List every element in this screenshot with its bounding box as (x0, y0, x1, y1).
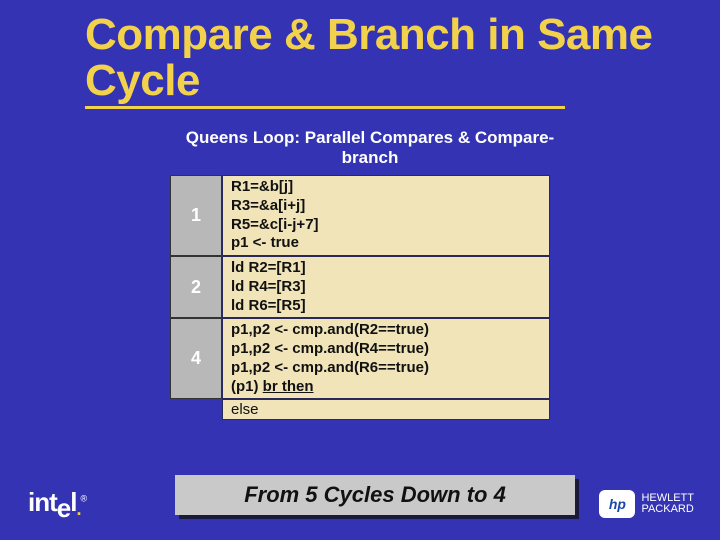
group-row: 2 ld R2=[R1] ld R4=[R3] ld R6=[R5] (170, 256, 550, 318)
code-line: ld R4=[R3] (231, 278, 541, 297)
code-line: R1=&b[j] (231, 178, 541, 197)
branch-line: (p1) br then (231, 378, 541, 397)
branch-text: br then (263, 378, 314, 395)
slide: Compare & Branch in Same Cycle Queens Lo… (0, 0, 720, 540)
slide-title: Compare & Branch in Same Cycle (85, 12, 665, 109)
title-underline (85, 106, 565, 109)
code-line: p1,p2 <- cmp.and(R6==true) (231, 359, 541, 378)
hp-text: HEWLETT PACKARD (641, 493, 694, 515)
code-line: R3=&a[i+j] (231, 197, 541, 216)
code-block: p1,p2 <- cmp.and(R2==true) p1,p2 <- cmp.… (222, 318, 550, 399)
code-figure: 1 R1=&b[j] R3=&a[i+j] R5=&c[i-j+7] p1 <-… (170, 175, 550, 420)
code-line: R5=&c[i-j+7] (231, 216, 541, 235)
cycle-number: 4 (170, 318, 222, 399)
title-text: Compare & Branch in Same Cycle (85, 10, 653, 105)
cycle-number: 2 (170, 256, 222, 318)
code-block: ld R2=[R1] ld R4=[R3] ld R6=[R5] (222, 256, 550, 318)
code-line: ld R6=[R5] (231, 297, 541, 316)
intel-logo: intel.® (28, 487, 86, 518)
else-line: else (222, 399, 550, 420)
hp-line2: PACKARD (641, 504, 694, 515)
code-line: p1,p2 <- cmp.and(R2==true) (231, 321, 541, 340)
slide-subtitle: Queens Loop: Parallel Compares & Compare… (180, 128, 560, 167)
code-line: p1,p2 <- cmp.and(R4==true) (231, 340, 541, 359)
hp-logo: hp HEWLETT PACKARD (599, 490, 694, 518)
code-line: p1 <- true (231, 234, 541, 253)
group-row: 1 R1=&b[j] R3=&a[i+j] R5=&c[i-j+7] p1 <-… (170, 175, 550, 256)
code-line: ld R2=[R1] (231, 259, 541, 278)
cycle-number: 1 (170, 175, 222, 256)
hp-badge: hp (599, 490, 635, 518)
conclusion-box: From 5 Cycles Down to 4 (175, 475, 575, 515)
group-row: 4 p1,p2 <- cmp.and(R2==true) p1,p2 <- cm… (170, 318, 550, 399)
branch-prefix: (p1) (231, 378, 263, 395)
conclusion-text: From 5 Cycles Down to 4 (175, 475, 575, 515)
code-block: R1=&b[j] R3=&a[i+j] R5=&c[i-j+7] p1 <- t… (222, 175, 550, 256)
